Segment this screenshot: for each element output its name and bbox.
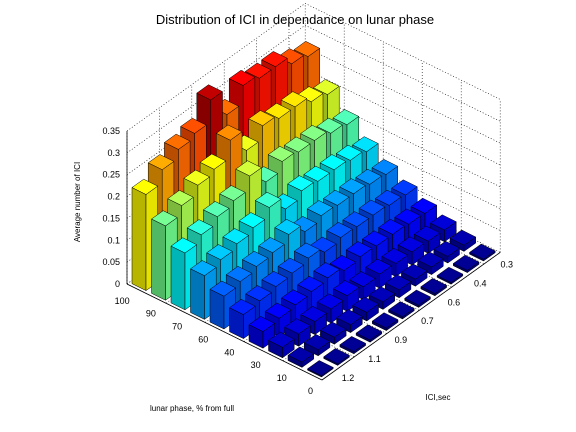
y-tick-label: 1.2 [342, 373, 355, 383]
bar [420, 278, 448, 297]
y-tick-label: 0.6 [448, 297, 461, 307]
bar [469, 243, 496, 262]
x-tick-label: 40 [224, 347, 234, 357]
y-axis-label: ICI,sec [426, 393, 451, 402]
z-gridline [126, 3, 501, 132]
bar [355, 324, 383, 343]
bar [417, 251, 444, 276]
y-tick-label: 0.9 [395, 335, 408, 345]
bar [307, 360, 334, 378]
chart-title: Distribution of ICI in dependance on lun… [156, 12, 434, 27]
z-tick-label: 0.35 [102, 126, 120, 136]
bar [336, 309, 363, 334]
bars-group [131, 41, 496, 378]
z-gridline [126, 24, 501, 154]
bar [297, 276, 324, 314]
z-tick-label: 0.25 [102, 170, 120, 180]
z-tick-label: 0.1 [107, 235, 120, 245]
bar [449, 229, 477, 252]
bar [452, 254, 480, 274]
bar [381, 248, 409, 278]
bar [404, 289, 431, 308]
bar [319, 321, 347, 345]
z-tick-label: 0.15 [102, 213, 120, 223]
x-tick-label: 0 [308, 386, 313, 396]
bar [287, 346, 315, 368]
x-axis-line [126, 283, 323, 381]
z-tick-label: 0 [115, 279, 120, 289]
y-tick-label: 1.1 [368, 354, 381, 364]
bar [352, 296, 379, 322]
bar [248, 316, 276, 349]
x-tick-label: 60 [198, 334, 208, 344]
bar [229, 299, 256, 340]
y-tick-label: 0.4 [474, 278, 487, 288]
bar [268, 331, 295, 359]
y-tick-label: 0.3 [501, 259, 514, 269]
z-tick-label: 0.3 [107, 148, 120, 158]
back-wall-right [305, 3, 501, 253]
z-tick-label: 0.2 [107, 192, 120, 202]
bar [433, 240, 460, 264]
bar [284, 318, 311, 347]
x-tick-label: 30 [251, 360, 261, 370]
x-tick-label: 90 [146, 309, 156, 319]
bar [303, 334, 331, 357]
x-axis-label: lunar phase, % from full [150, 404, 234, 413]
z-axis-label: Average number of ICI [73, 162, 82, 242]
tick-labels: 00.050.10.150.20.250.30.3510090706040301… [102, 126, 513, 396]
bar [368, 286, 396, 310]
x-tick-label: 10 [277, 373, 287, 383]
bar [323, 348, 350, 366]
y-axis-line [321, 252, 501, 381]
bar [384, 274, 412, 299]
bar [388, 301, 415, 320]
bar [339, 336, 367, 355]
z-tick-label: 0.05 [102, 257, 120, 267]
x-tick-label: 100 [115, 296, 130, 306]
bar [436, 266, 464, 285]
x-tick-label: 70 [172, 322, 182, 332]
y-tick-label: 0.7 [421, 316, 434, 326]
bar [371, 312, 399, 332]
bar [400, 263, 428, 287]
